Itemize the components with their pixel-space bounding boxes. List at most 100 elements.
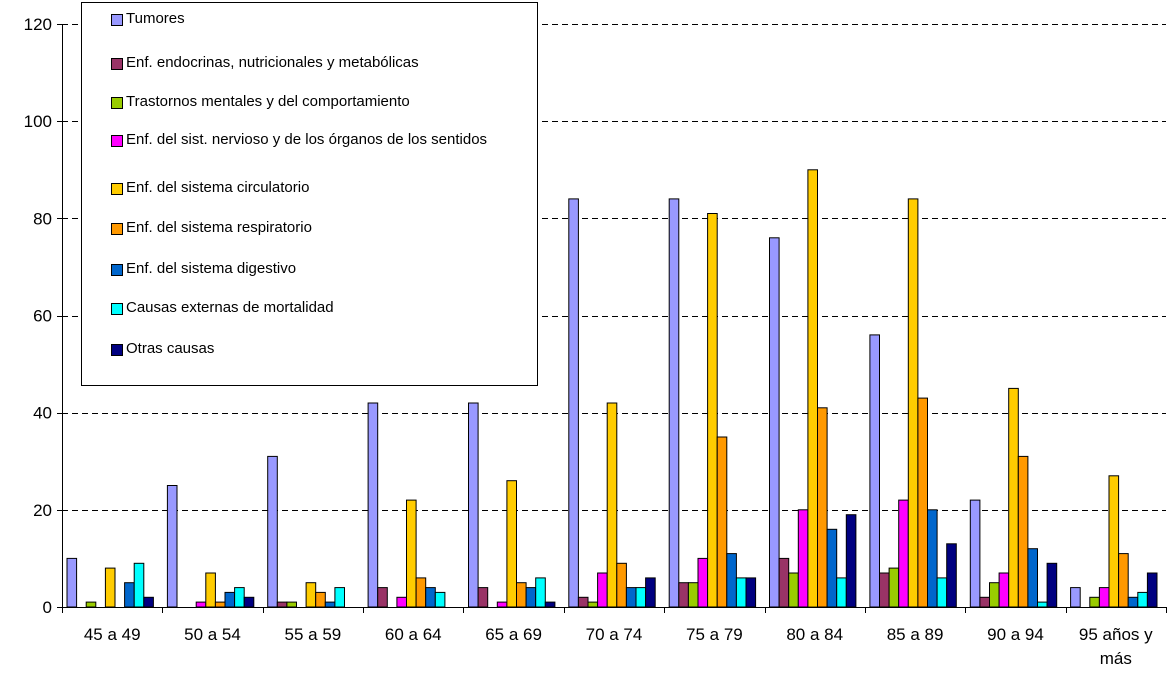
y-tick-label: 20: [33, 501, 52, 520]
bar-series-9-cat-1: [143, 596, 154, 608]
legend-label: Otras causas: [126, 340, 215, 357]
y-tick-label: 120: [24, 15, 52, 34]
bar-series-4-cat-8: [797, 509, 809, 608]
bar-series: [66, 169, 1158, 608]
bar-series-8-cat-4: [434, 591, 446, 608]
bar-series-9-cat-2: [243, 596, 255, 608]
bar-series-1-cat-3: [267, 455, 278, 608]
legend-item: Enf. del sistema circulatorio: [82, 179, 522, 213]
bar-series-3-cat-1: [85, 601, 97, 608]
bar-series-9-cat-11: [1146, 572, 1158, 608]
bar-series-5-cat-5: [506, 480, 517, 608]
bar-series-8-cat-2: [234, 587, 245, 608]
bar-series-2-cat-8: [778, 557, 790, 608]
bar-series-7-cat-1: [124, 582, 135, 608]
bar-series-5-cat-9: [907, 198, 919, 608]
bar-series-2-cat-6: [577, 596, 589, 608]
y-tick-label: 0: [43, 598, 52, 617]
bar-series-4-cat-7: [697, 557, 709, 608]
legend-item: Enf. del sistema digestivo: [82, 260, 522, 294]
bar-series-3-cat-3: [286, 601, 297, 608]
legend-label: Causas externas de mortalidad: [126, 299, 334, 316]
bar-series-8-cat-9: [936, 577, 948, 608]
bar-series-1-cat-9: [869, 334, 881, 608]
bar-series-9-cat-10: [1046, 562, 1058, 608]
bar-series-5-cat-6: [606, 402, 618, 608]
bar-series-2-cat-9: [879, 572, 890, 608]
bar-series-2-cat-4: [377, 587, 388, 608]
bar-series-6-cat-8: [817, 407, 828, 608]
bar-series-8-cat-11: [1137, 591, 1148, 608]
bar-series-6-cat-9: [917, 397, 929, 608]
x-tick-label: 60 a 64: [385, 625, 442, 644]
x-tick-label: 70 a 74: [586, 625, 643, 644]
bar-series-7-cat-8: [826, 528, 838, 608]
bar-series-8-cat-7: [735, 577, 747, 608]
bar-series-6-cat-3: [315, 591, 326, 608]
bar-series-2-cat-10: [979, 596, 991, 608]
bar-series-4-cat-4: [396, 596, 407, 608]
bar-series-3-cat-6: [587, 601, 599, 608]
legend-label: Trastornos mentales y del comportamiento: [126, 93, 410, 110]
bar-series-9-cat-6: [645, 577, 656, 608]
bar-series-1-cat-1: [66, 557, 78, 608]
bar-series-1-cat-5: [468, 402, 479, 608]
bar-series-5-cat-7: [707, 213, 718, 608]
bar-series-7-cat-9: [927, 509, 938, 608]
legend-item: Enf. endocrinas, nutricionales y metaból…: [82, 54, 522, 88]
bar-series-7-cat-7: [726, 553, 737, 608]
bar-series-5-cat-3: [305, 582, 317, 608]
x-tick-labels: 45 a 49 50 a 54 55 a 59 60 a 64 65 a 69 70 a …: [84, 625, 1153, 668]
bar-series-7-cat-11: [1127, 596, 1139, 608]
legend-swatch: [111, 264, 123, 276]
bar-series-4-cat-10: [998, 572, 1010, 608]
x-tick-label: 95 años y más: [1079, 625, 1153, 668]
bar-series-6-cat-2: [214, 601, 226, 608]
legend-label: Enf. endocrinas, nutricionales y metaból…: [126, 54, 419, 71]
bar-series-1-cat-8: [769, 237, 780, 608]
x-tick-label: 65 a 69: [485, 625, 542, 644]
axes: [57, 24, 1167, 613]
y-tick-labels: 0 20 40 60 80 100 120: [24, 15, 52, 617]
legend-item: Trastornos mentales y del comportamiento: [82, 93, 522, 127]
legend-swatch: [111, 223, 123, 235]
legend-item: Otras causas: [82, 340, 522, 374]
legend-label: Enf. del sistema digestivo: [126, 260, 297, 277]
bar-series-7-cat-5: [525, 587, 537, 608]
bar-series-6-cat-6: [616, 562, 627, 608]
legend-swatch: [111, 97, 123, 109]
y-tick-label: 80: [33, 209, 52, 228]
bar-series-7-cat-4: [425, 587, 436, 608]
bar-series-1-cat-2: [166, 485, 178, 608]
bar-series-5-cat-8: [807, 169, 819, 608]
legend-swatch: [111, 58, 123, 70]
x-tick-label: 75 a 79: [686, 625, 743, 644]
bar-series-5-cat-10: [1008, 387, 1019, 608]
legend-swatch: [111, 303, 123, 315]
bar-series-8-cat-6: [635, 587, 647, 608]
chart-legend: Tumores Enf. endocrinas, nutricionales y …: [81, 2, 538, 386]
bar-series-6-cat-11: [1118, 553, 1129, 608]
bar-series-8-cat-1: [133, 562, 145, 608]
bar-series-7-cat-10: [1027, 548, 1039, 608]
y-tick-label: 60: [33, 307, 52, 326]
bar-series-3-cat-9: [888, 567, 900, 608]
bar-series-6-cat-7: [716, 436, 728, 608]
legend-label: Enf. del sistema respiratorio: [126, 219, 312, 236]
x-tick-label: 85 a 89: [887, 625, 944, 644]
legend-label: Enf. del sist. nervioso y de los órganos…: [126, 131, 488, 148]
legend-swatch: [111, 135, 123, 147]
legend-item: Enf. del sist. nervioso y de los órganos…: [82, 131, 522, 165]
bar-series-8-cat-10: [1037, 601, 1048, 608]
x-tick-label: 90 a 94: [987, 625, 1044, 644]
x-tick-label: 55 a 59: [285, 625, 342, 644]
legend-label: Tumores: [126, 10, 185, 27]
bar-series-8-cat-8: [836, 577, 847, 608]
bar-series-7-cat-2: [224, 591, 236, 608]
bar-series-4-cat-9: [898, 499, 909, 608]
bar-series-1-cat-4: [367, 402, 379, 608]
bar-series-1-cat-7: [668, 198, 680, 608]
legend-swatch: [111, 14, 123, 26]
bar-series-9-cat-5: [544, 601, 556, 608]
bar-series-8-cat-3: [334, 587, 345, 608]
